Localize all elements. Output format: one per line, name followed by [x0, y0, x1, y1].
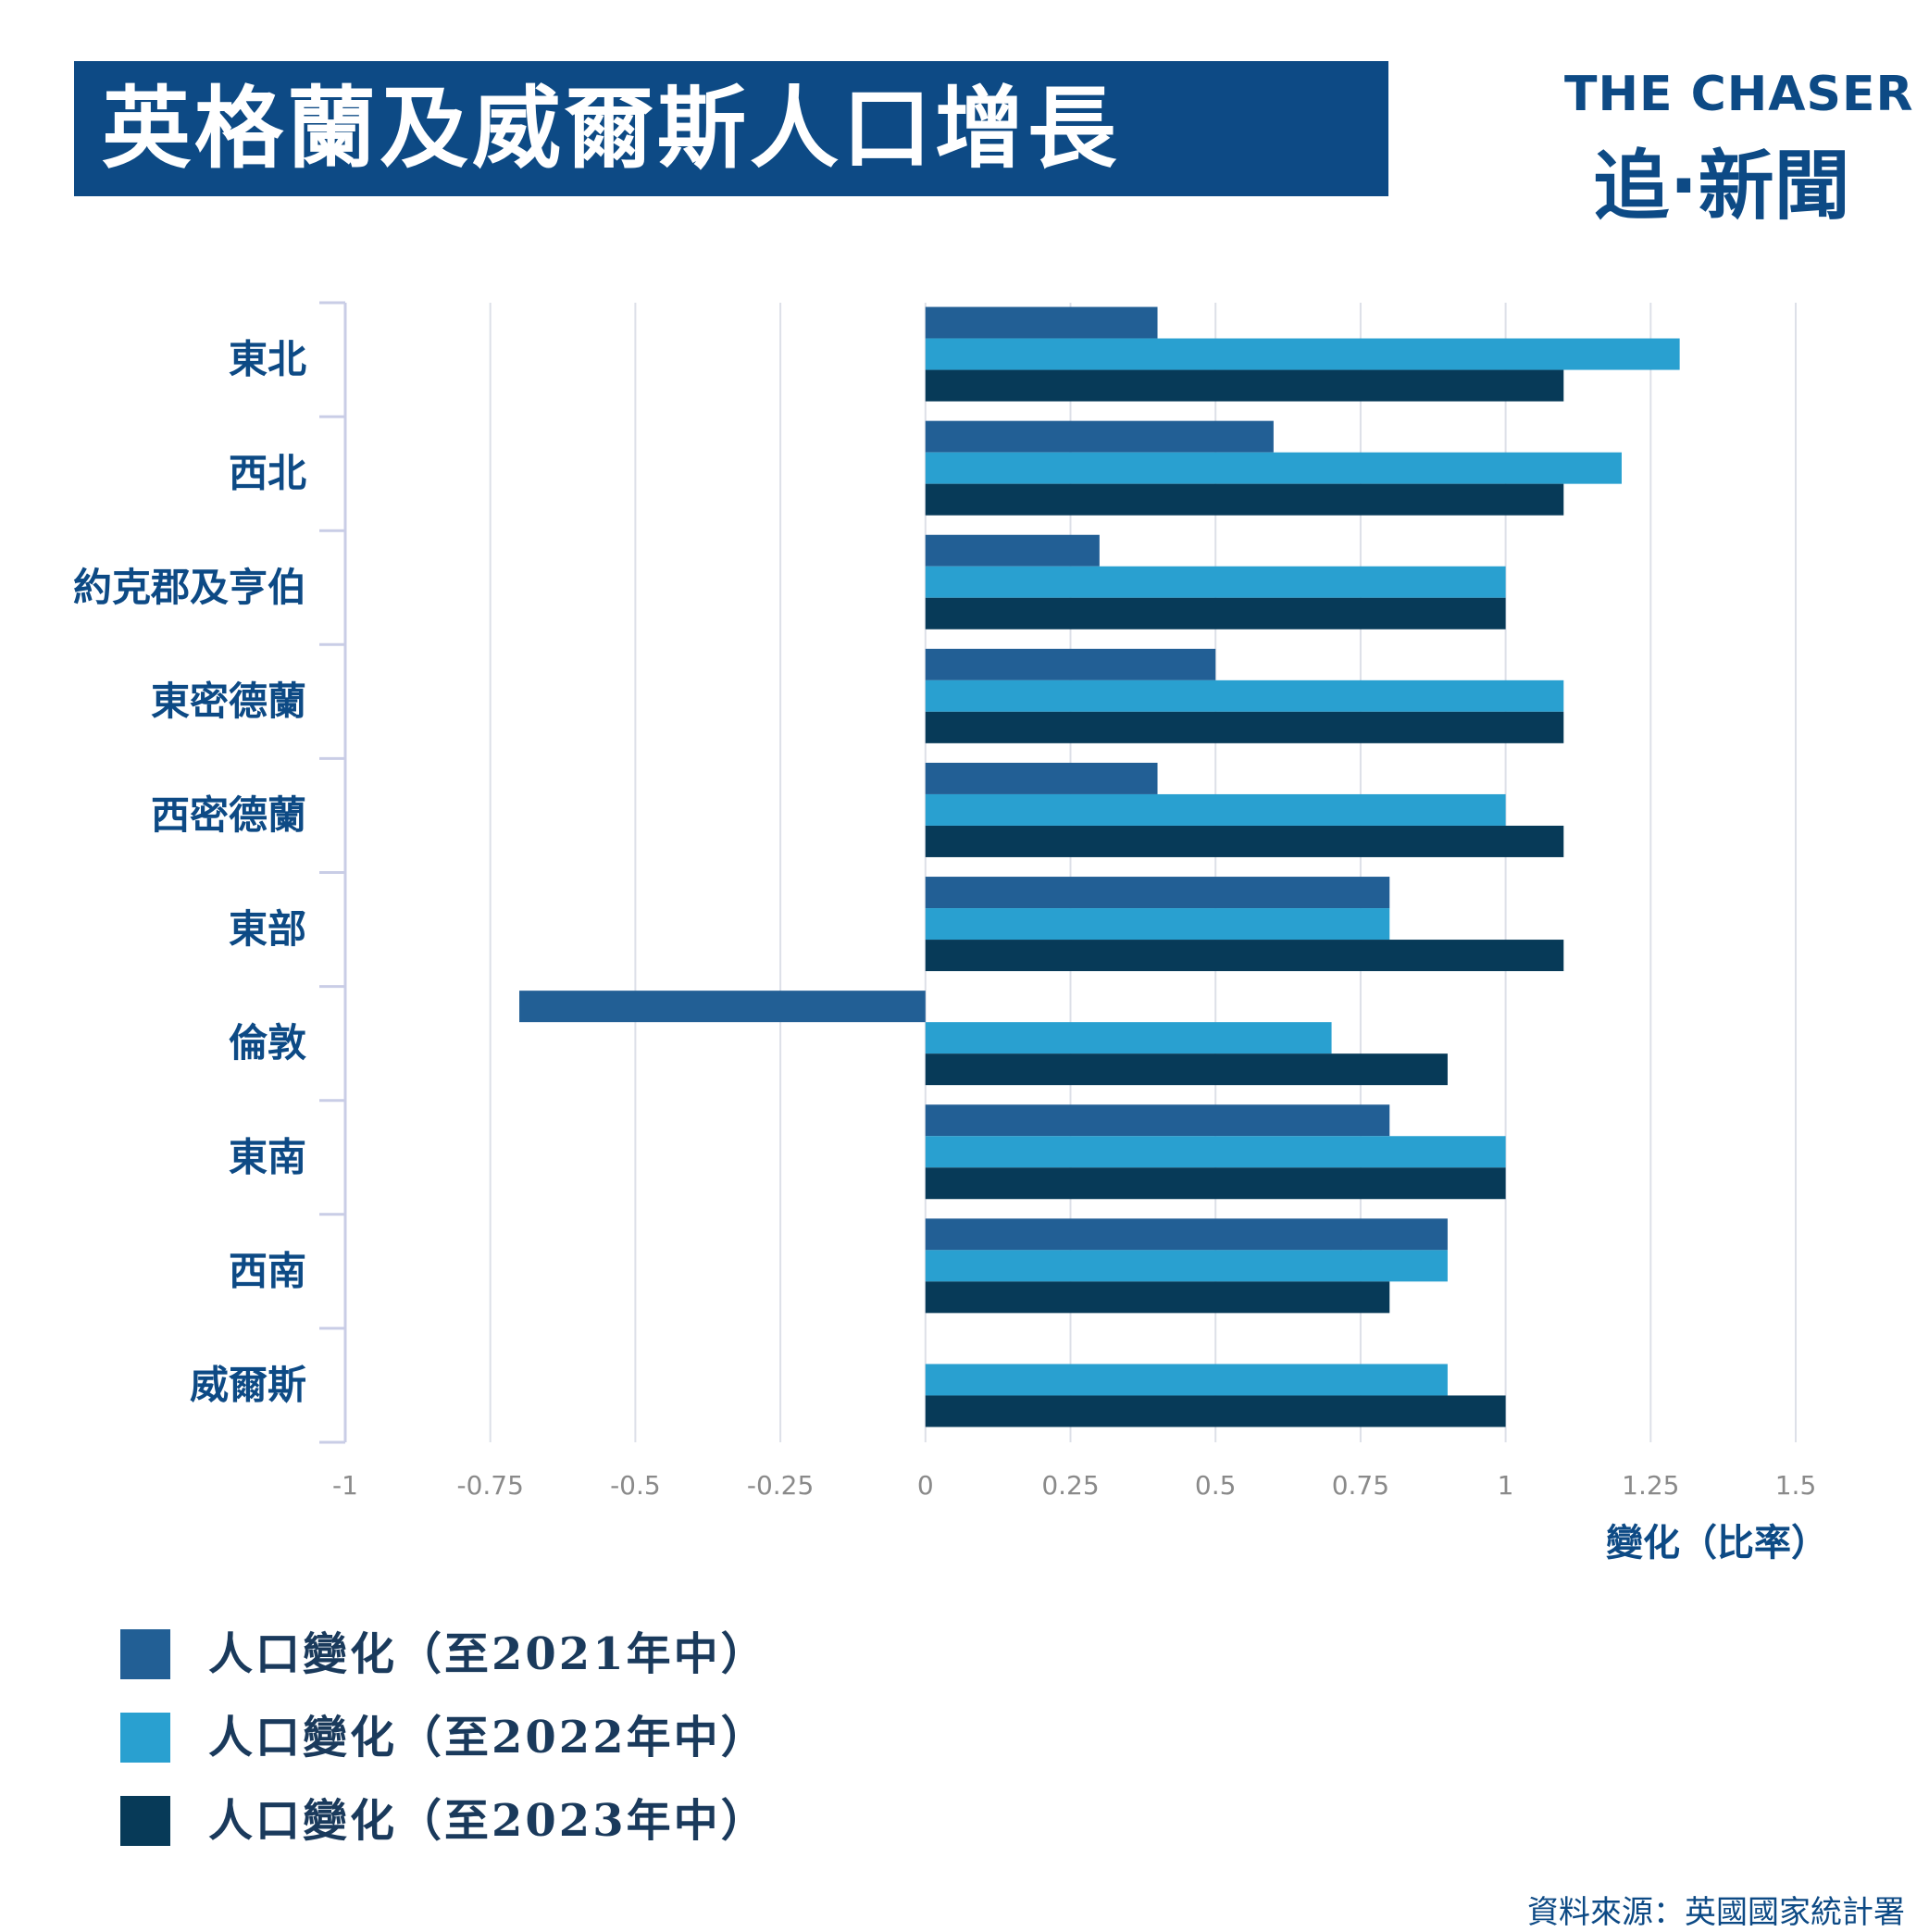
x-tick-label: -0.75 — [456, 1470, 523, 1501]
x-tick-label: -1 — [332, 1470, 358, 1501]
source-note: 資料來源：英國國家統計署 — [1527, 1894, 1905, 1931]
bar-8-series-3 — [925, 1167, 1506, 1200]
bar-2-series-1 — [925, 420, 1274, 453]
bar-8-series-1 — [925, 1104, 1390, 1137]
legend-swatch-2022 — [120, 1713, 170, 1763]
x-tick-label: 0 — [917, 1470, 934, 1501]
bar-8-series-2 — [925, 1136, 1506, 1168]
brand-logo: THE CHASER 追·新聞 — [1564, 67, 1914, 231]
x-tick-label: 0.25 — [1041, 1470, 1099, 1501]
category-label: 西南 — [229, 1248, 306, 1293]
legend-label-2023: 人口變化（至2023年中） — [208, 1795, 768, 1847]
bar-4-series-1 — [925, 648, 1216, 680]
legend-item-2022: 人口變化（至2022年中） — [120, 1709, 953, 1764]
bar-3-series-3 — [925, 597, 1506, 629]
bar-7-series-2 — [925, 1022, 1332, 1054]
category-label: 東部 — [229, 906, 306, 952]
bar-10-series-2 — [925, 1364, 1448, 1396]
x-tick-label: 1.5 — [1775, 1470, 1817, 1501]
bar-5-series-3 — [925, 825, 1564, 857]
bar-2-series-3 — [925, 483, 1564, 516]
x-tick-label: -0.25 — [747, 1470, 814, 1501]
category-label: 威爾斯 — [190, 1362, 306, 1407]
x-tick-label: 0.75 — [1332, 1470, 1389, 1501]
bar-4-series-2 — [925, 679, 1564, 712]
bar-7-series-1 — [519, 991, 926, 1023]
category-label: 約克郡及亨伯 — [73, 565, 306, 610]
bar-9-series-3 — [925, 1281, 1390, 1314]
x-axis-title: 變化（比率） — [1606, 1522, 1828, 1564]
bar-5-series-2 — [925, 793, 1506, 826]
logo-chinese: 追·新聞 — [1593, 143, 1850, 231]
legend-item-2021: 人口變化（至2021年中） — [120, 1626, 953, 1681]
bar-4-series-3 — [925, 711, 1564, 743]
x-tick-label: 0.5 — [1195, 1470, 1237, 1501]
bar-1-series-3 — [925, 369, 1564, 402]
x-tick-label: 1.25 — [1622, 1470, 1679, 1501]
bar-6-series-2 — [925, 908, 1390, 941]
bar-1-series-1 — [925, 306, 1158, 339]
bar-6-series-3 — [925, 940, 1564, 972]
bar-10-series-3 — [925, 1395, 1506, 1427]
category-label: 西北 — [229, 451, 306, 496]
legend-swatch-2023 — [120, 1796, 170, 1846]
legend-label-2021: 人口變化（至2021年中） — [208, 1628, 768, 1680]
bar-3-series-1 — [925, 534, 1100, 567]
bar-2-series-2 — [925, 452, 1622, 484]
title-banner: 英格蘭及威爾斯人口增長 — [74, 61, 1388, 196]
bar-6-series-1 — [925, 877, 1390, 909]
x-tick-label: -0.5 — [610, 1470, 661, 1501]
legend-item-2023: 人口變化（至2023年中） — [120, 1792, 953, 1848]
legend-swatch-2021 — [120, 1629, 170, 1679]
category-label: 東北 — [229, 337, 306, 382]
category-label: 東密德蘭 — [151, 679, 306, 724]
x-tick-label: 1 — [1498, 1470, 1514, 1501]
bar-7-series-3 — [925, 1053, 1448, 1086]
bar-1-series-2 — [925, 338, 1680, 370]
bar-9-series-2 — [925, 1250, 1448, 1282]
category-label: 東南 — [229, 1134, 306, 1179]
category-label: 倫敦 — [229, 1020, 306, 1066]
bar-5-series-1 — [925, 762, 1158, 794]
bar-3-series-2 — [925, 566, 1506, 598]
category-label: 西密德蘭 — [151, 792, 306, 838]
chart-title: 英格蘭及威爾斯人口增長 — [102, 77, 1120, 181]
bar-9-series-1 — [925, 1218, 1448, 1251]
legend-label-2022: 人口變化（至2022年中） — [208, 1712, 768, 1764]
logo-english: THE CHASER — [1564, 67, 1914, 122]
